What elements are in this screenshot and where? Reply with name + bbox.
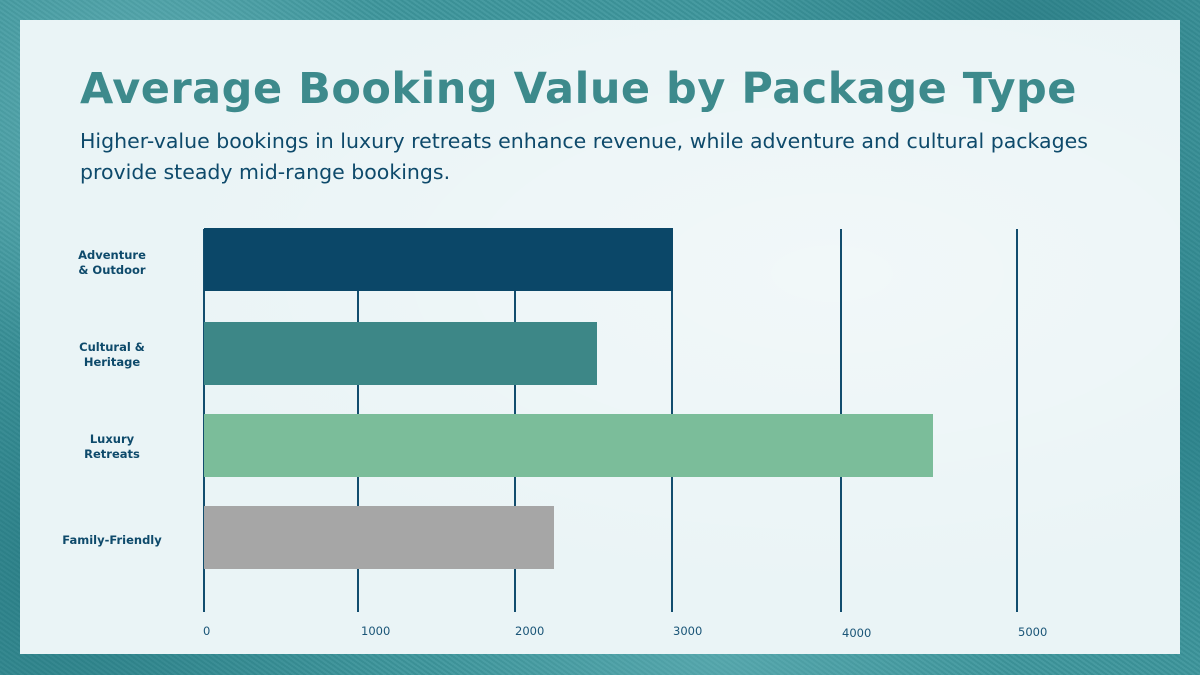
bar-chart: Adventure & Outdoor Cultural & Heritage … — [20, 20, 1180, 654]
x-tick-1000: 1000 — [361, 624, 391, 638]
category-label-cultural: Cultural & Heritage — [79, 340, 145, 369]
chart-subtitle: Higher-value bookings in luxury retreats… — [80, 129, 1088, 184]
bar-family-friendly — [204, 506, 554, 569]
bar-luxury-retreats — [204, 414, 933, 477]
x-tick-3000: 3000 — [673, 624, 703, 638]
slide-card: Average Booking Value by Package Type Hi… — [20, 20, 1180, 654]
x-tick-2000: 2000 — [515, 624, 545, 638]
x-tick-5000: 5000 — [1018, 625, 1048, 639]
gridline-5000 — [1016, 229, 1018, 612]
x-tick-4000: 4000 — [842, 626, 872, 640]
bar-adventure-outdoor — [204, 228, 673, 291]
chart-title: Average Booking Value by Package Type — [80, 64, 1077, 114]
x-tick-0: 0 — [203, 624, 211, 638]
category-label-family: Family-Friendly — [62, 533, 162, 547]
category-label-adventure: Adventure & Outdoor — [78, 248, 146, 277]
category-label-luxury: Luxury Retreats — [84, 432, 140, 461]
bar-cultural-heritage — [204, 322, 597, 385]
